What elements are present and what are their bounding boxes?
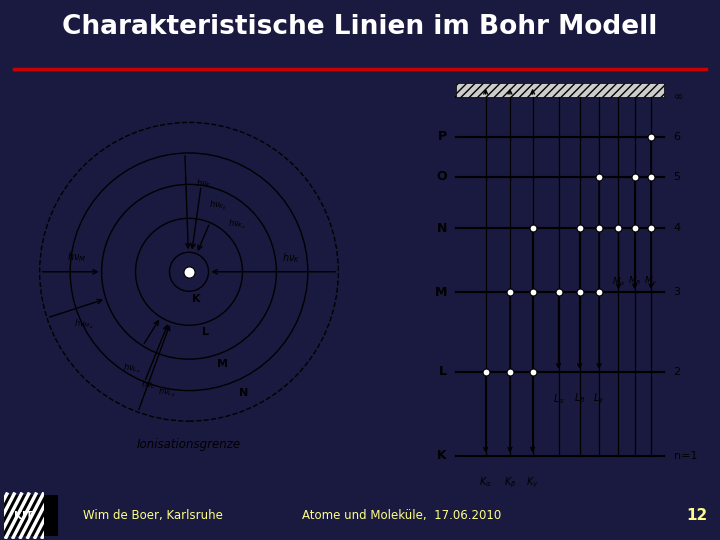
Text: $M_\gamma$: $M_\gamma$ xyxy=(644,275,658,288)
Text: $K_\alpha$: $K_\alpha$ xyxy=(480,476,492,489)
Text: 6: 6 xyxy=(674,132,680,142)
Text: 5: 5 xyxy=(674,172,680,181)
Text: $K_\beta$: $K_\beta$ xyxy=(504,476,516,490)
Text: Ionisationsgrenze: Ionisationsgrenze xyxy=(137,438,241,451)
Text: $h\nu_K$: $h\nu_K$ xyxy=(282,252,301,265)
Text: $h\nu_{K_\gamma}$: $h\nu_{K_\gamma}$ xyxy=(196,178,215,192)
Text: KIT: KIT xyxy=(14,511,33,521)
Text: $h\nu_M$: $h\nu_M$ xyxy=(67,250,86,264)
Text: ∞: ∞ xyxy=(674,92,683,102)
Bar xyxy=(456,83,664,97)
Text: $M_\beta$: $M_\beta$ xyxy=(628,275,642,288)
Text: 2: 2 xyxy=(674,367,680,377)
Text: $L_\beta$: $L_\beta$ xyxy=(574,392,585,406)
Text: P: P xyxy=(438,130,446,143)
Text: N: N xyxy=(436,222,446,235)
Text: Wim de Boer, Karlsruhe: Wim de Boer, Karlsruhe xyxy=(83,509,222,522)
Text: $h\nu_{M_\alpha}$: $h\nu_{M_\alpha}$ xyxy=(73,317,94,330)
Text: M: M xyxy=(217,359,228,369)
Text: $M_\alpha$: $M_\alpha$ xyxy=(611,276,626,288)
Text: L: L xyxy=(202,327,210,336)
Text: $h\nu_L$: $h\nu_L$ xyxy=(142,378,156,390)
Text: $L_\alpha$: $L_\alpha$ xyxy=(553,392,564,406)
Text: $h\nu_{K_\alpha}$: $h\nu_{K_\alpha}$ xyxy=(228,217,246,231)
Text: $h\nu_{L_\alpha}$: $h\nu_{L_\alpha}$ xyxy=(123,361,140,375)
Text: N: N xyxy=(239,388,248,397)
Text: L: L xyxy=(438,366,446,379)
Text: $h\nu_{K_\beta}$: $h\nu_{K_\beta}$ xyxy=(210,198,228,213)
Text: 12: 12 xyxy=(686,508,708,523)
Text: n=1: n=1 xyxy=(674,450,697,461)
Text: 3: 3 xyxy=(674,287,680,297)
Text: O: O xyxy=(436,170,446,183)
Bar xyxy=(4,495,58,536)
Text: Charakteristische Linien im Bohr Modell: Charakteristische Linien im Bohr Modell xyxy=(63,15,657,40)
Text: M: M xyxy=(434,286,446,299)
Text: 4: 4 xyxy=(674,224,680,233)
Text: K: K xyxy=(437,449,446,462)
Text: K: K xyxy=(192,294,200,305)
Text: $L_\gamma$: $L_\gamma$ xyxy=(593,392,605,406)
Text: Atome und Moleküle,  17.06.2010: Atome und Moleküle, 17.06.2010 xyxy=(302,509,502,522)
Text: $h\nu_{L_\beta}$: $h\nu_{L_\beta}$ xyxy=(158,385,176,400)
Text: $K_\gamma$: $K_\gamma$ xyxy=(526,476,539,490)
